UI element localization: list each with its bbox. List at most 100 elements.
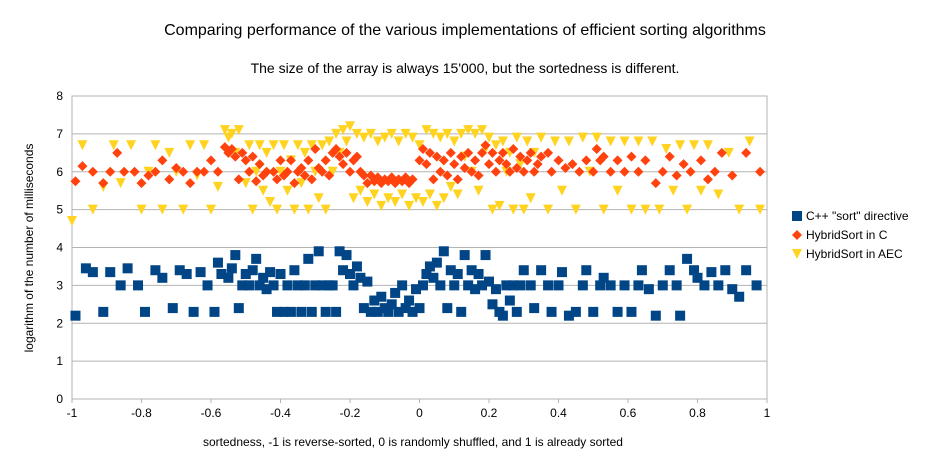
data-point-square <box>285 306 296 317</box>
data-point-square <box>251 253 262 264</box>
data-point-diamond <box>233 174 244 185</box>
data-point-square <box>636 265 647 276</box>
data-point-triangle-down <box>494 200 505 211</box>
data-point-triangle-down <box>372 136 383 147</box>
data-point-diamond <box>442 170 453 181</box>
data-point-square <box>296 306 307 317</box>
legend-label: HybridSort in C <box>806 228 888 242</box>
data-point-diamond <box>178 166 189 177</box>
data-point-diamond <box>98 178 109 189</box>
data-point-square <box>334 246 345 257</box>
data-point-square <box>209 306 220 317</box>
data-point-square <box>303 253 314 264</box>
data-point-triangle-down <box>487 204 498 215</box>
data-point-diamond <box>212 166 223 177</box>
data-point-square <box>390 287 401 298</box>
data-point-diamond <box>351 151 362 162</box>
data-point-triangle-down <box>404 200 415 211</box>
data-point-square <box>341 250 352 261</box>
data-point-square <box>157 272 168 283</box>
data-point-triangle-down <box>445 181 456 192</box>
data-point-diamond <box>317 166 328 177</box>
data-point-diamond <box>518 166 529 177</box>
data-point-square <box>473 269 484 280</box>
data-point-square <box>411 284 422 295</box>
data-point-square <box>501 280 512 291</box>
data-point-diamond <box>230 151 241 162</box>
data-point-square <box>675 310 686 321</box>
data-point-triangle-down <box>619 136 630 147</box>
data-point-square <box>497 310 508 321</box>
data-point-square <box>139 306 150 317</box>
data-point-diamond <box>529 166 540 177</box>
x-tick-label: -0.4 <box>270 406 291 420</box>
data-point-square <box>338 265 349 276</box>
data-point-diamond <box>199 166 210 177</box>
data-point-triangle-down <box>473 185 484 196</box>
data-point-triangle-down <box>265 197 276 208</box>
data-point-square <box>713 280 724 291</box>
data-point-square <box>397 280 408 291</box>
x-tick-label: 1 <box>764 406 771 420</box>
data-point-diamond <box>459 162 470 173</box>
data-point-triangle-down <box>484 132 494 143</box>
data-point-square <box>428 272 439 283</box>
data-point-triangle-down <box>87 204 98 215</box>
data-point-diamond <box>112 147 123 158</box>
data-point-square <box>417 280 428 291</box>
data-point-square <box>577 280 588 291</box>
data-point-diamond <box>324 170 335 181</box>
data-point-square <box>484 276 494 287</box>
data-point-diamond <box>240 155 251 166</box>
data-point-triangle-down <box>292 140 303 151</box>
data-point-square <box>449 280 460 291</box>
data-point-triangle-down <box>390 197 401 208</box>
data-point-square <box>553 280 564 291</box>
data-point-diamond <box>511 162 522 173</box>
data-point-triangle-down <box>317 140 328 151</box>
data-point-square <box>275 269 286 280</box>
data-point-triangle-down <box>386 128 397 139</box>
chart-title: Comparing performance of the various imp… <box>164 22 766 39</box>
data-point-triangle-down <box>296 178 307 189</box>
data-point-triangle-down <box>233 125 244 136</box>
data-point-triangle-down <box>525 193 536 204</box>
data-point-square <box>365 306 376 317</box>
data-point-triangle-down <box>320 204 331 215</box>
data-point-square <box>504 295 515 306</box>
data-point-diamond <box>480 140 491 151</box>
data-point-diamond <box>275 155 286 166</box>
data-point-diamond <box>553 155 564 166</box>
data-point-diamond <box>581 155 592 166</box>
data-point-diamond <box>338 159 349 170</box>
data-point-square <box>511 306 522 317</box>
data-point-diamond <box>543 147 554 158</box>
data-point-square <box>518 265 529 276</box>
data-point-square <box>404 295 415 306</box>
data-point-triangle-down <box>744 136 755 147</box>
data-point-square <box>115 280 126 291</box>
data-point-diamond <box>657 166 668 177</box>
legend: C++ "sort" directive HybridSort in C Hybri… <box>792 209 909 261</box>
data-point-triangle-down <box>470 128 481 139</box>
data-point-triangle-down <box>355 185 366 196</box>
data-point-triangle-down <box>612 185 623 196</box>
data-point-diamond <box>428 174 439 185</box>
data-point-square <box>459 250 470 261</box>
data-point-square <box>393 306 404 317</box>
data-point-diamond <box>598 151 609 162</box>
data-point-square <box>348 280 359 291</box>
data-point-square <box>751 280 762 291</box>
data-point-triangle-down <box>633 136 644 147</box>
data-point-diamond <box>421 159 432 170</box>
data-point-square <box>223 272 234 283</box>
data-point-triangle-down <box>251 166 262 177</box>
data-point-triangle-down <box>126 140 137 151</box>
data-point-diamond <box>501 159 512 170</box>
data-point-diamond <box>504 166 515 177</box>
data-point-diamond <box>254 159 265 170</box>
data-point-diamond <box>185 178 196 189</box>
data-point-diamond <box>157 155 168 166</box>
data-point-triangle-down <box>755 204 766 215</box>
data-point-triangle-down <box>431 200 442 211</box>
